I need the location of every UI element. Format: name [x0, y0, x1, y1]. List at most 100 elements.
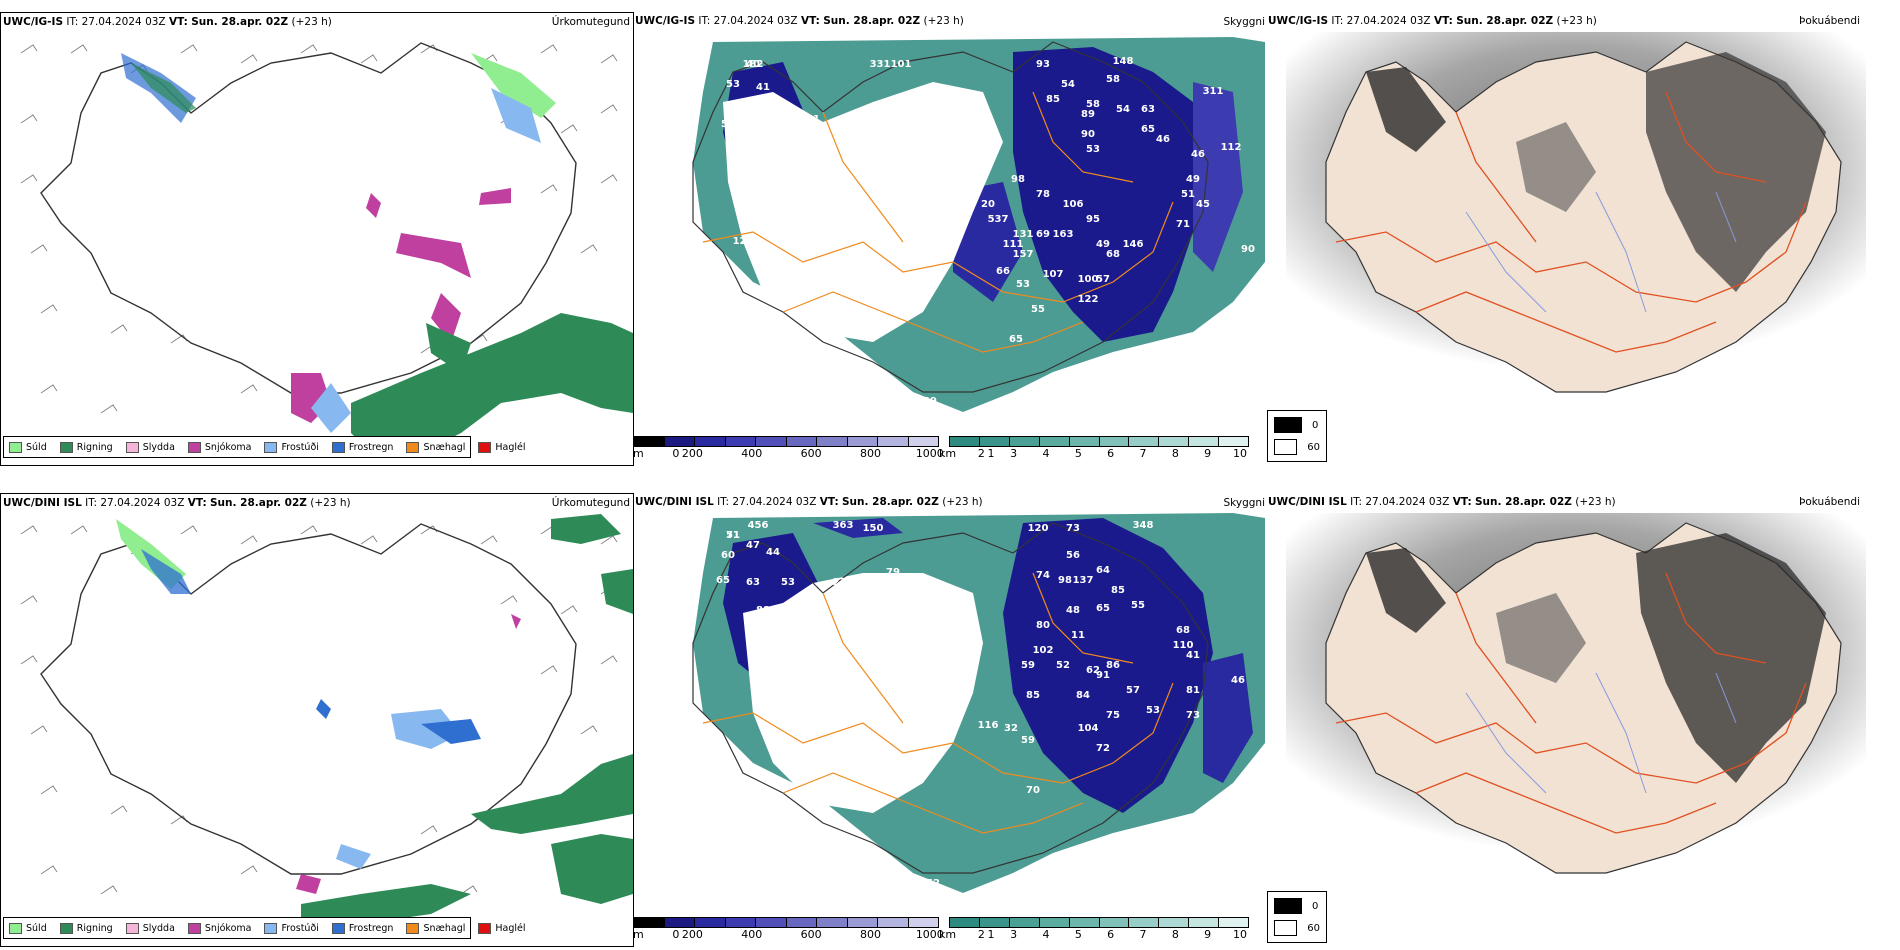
vis-swatch [1069, 918, 1100, 927]
cloud-base-label: 150 [863, 523, 884, 534]
base-swatch [908, 918, 938, 927]
legend-item-slydda: Slydda [125, 441, 175, 453]
cloud-base-label: 57 [721, 119, 735, 130]
vis-tick: 7 [1139, 928, 1147, 941]
legend-item-snjokoma: Snjókoma [187, 922, 251, 934]
vis-tick: 1 [987, 928, 995, 941]
cloud-base-label: 146 [1123, 239, 1144, 250]
base-tick: 400 [741, 928, 763, 941]
vis-tick: 10 [1233, 447, 1247, 460]
row2-fog-legend: 0 60 [1267, 891, 1327, 943]
legend-item-frostregn: Frostregn [331, 441, 393, 453]
legend-item-rigning: Rigning [59, 441, 113, 453]
cloud-base-label: 89 [1081, 109, 1095, 120]
base-swatch [725, 437, 756, 446]
cloud-base-label: 55 [1031, 304, 1045, 315]
cloud-base-label: 53 [1146, 705, 1160, 716]
cloud-base-label: 148 [1113, 56, 1134, 67]
vis-tick: 2 [977, 928, 985, 941]
vis-swatch [950, 918, 980, 927]
row2-cloud-header: UWC/DINI ISL IT: 27.04.2024 03Z VT: Sun.… [635, 496, 983, 508]
cloud-base-label: 51 [1181, 189, 1195, 200]
legend-item-frostudi: Frostúði [264, 441, 319, 453]
legend-item-rigning: Rigning [59, 922, 113, 934]
base-swatch [847, 437, 878, 446]
cloud-base-label: 64 [796, 640, 810, 651]
vis-tick: 9 [1204, 928, 1212, 941]
cloud-base-label: 116 [978, 720, 999, 731]
cloud-base-label: 90 [1081, 129, 1095, 140]
legend-item-slydda: Slydda [125, 922, 175, 934]
cloud-base-label: 53 [1016, 279, 1030, 290]
row2-fog-title: Þokuábendi [1799, 496, 1860, 508]
cloud-base-label: 100 [763, 670, 784, 681]
cloud-base-label: 80 [1036, 620, 1050, 631]
cloud-base-label: 75 [1106, 710, 1120, 721]
base-tick: 1000 [915, 447, 944, 460]
legend-item-frostregn: Frostregn [331, 922, 393, 934]
vis-swatch [1129, 918, 1160, 927]
cloud-base-label: 83 [866, 114, 880, 125]
cloud-base-label: 52 [926, 878, 940, 889]
cloud-base-label: 86 [1106, 660, 1120, 671]
base-tick: 800 [859, 928, 881, 941]
cloud-base-label: 66 [996, 266, 1010, 277]
cloud-base-label: 46 [1156, 134, 1170, 145]
cloud-base-label: 122 [1078, 294, 1099, 305]
base-swatch [756, 437, 787, 446]
cloud-base-label: 68 [811, 655, 825, 666]
base-swatch [725, 918, 756, 927]
legend-item-snaehagl: Snæhagl [406, 922, 465, 934]
cloud-base-label: 111 [1003, 239, 1024, 250]
cloud-base-label: 182 [743, 59, 764, 70]
cloud-base-label: 61 [806, 114, 820, 125]
cloud-base-label: 61 [806, 229, 820, 240]
legend-item-sudd: Súld [9, 922, 47, 934]
cloud-base-label: 104 [1078, 723, 1099, 734]
base-swatch [695, 437, 726, 446]
base-tick: 400 [741, 447, 763, 460]
cloud-base-label: 91 [1096, 670, 1110, 681]
cloud-base-label: 60 [791, 149, 805, 160]
cloud-base-label: 84 [1076, 690, 1090, 701]
row2-cloud-panel: UWC/DINI ISL IT: 27.04.2024 03Z VT: Sun.… [633, 493, 1265, 945]
row2-vis-colorbar: km 1 2 3 4 5 6 7 8 9 10 [939, 917, 1249, 942]
vis-swatch [1039, 437, 1070, 446]
vis-swatch [950, 437, 980, 446]
row1-fog-header: UWC/IG-IS IT: 27.04.2024 03Z VT: Sun. 28… [1268, 15, 1597, 27]
cloud-base-label: 79 [886, 567, 900, 578]
base-swatch [817, 437, 848, 446]
cloud-base-label: 60 [721, 550, 735, 561]
cloud-base-label: 53 [781, 577, 795, 588]
cloud-base-label: 33 [956, 179, 970, 190]
cloud-base-label: 57 [761, 635, 775, 646]
cloud-base-label: 56 [1066, 550, 1080, 561]
vis-tick: 5 [1074, 928, 1082, 941]
vis-swatch [1189, 437, 1220, 446]
vis-tick: 9 [1204, 447, 1212, 460]
cloud-base-label: 78 [766, 610, 780, 621]
vis-tick: 3 [1010, 447, 1018, 460]
row1-cloud-header: UWC/IG-IS IT: 27.04.2024 03Z VT: Sun. 28… [635, 15, 964, 27]
base-tick: 200 [681, 928, 703, 941]
cloud-base-label: 93 [1036, 59, 1050, 70]
cloud-base-label: 88 [756, 605, 770, 616]
row2-precip-map [20, 514, 633, 924]
base-tick: 1000 [915, 928, 944, 941]
row1-fog-legend: 0 60 [1267, 410, 1327, 462]
cloud-base-label: 58 [1086, 99, 1100, 110]
cloud-base-label: 69 [1036, 229, 1050, 240]
row1-precip-header: UWC/IG-IS IT: 27.04.2024 03Z VT: Sun. 28… [3, 16, 332, 28]
cloud-base-label: 64 [1096, 565, 1110, 576]
precip-legend: Súld Rigning Slydda Snjókoma Frostúði Fr… [3, 436, 526, 458]
legend-item-snjokoma: Snjókoma [187, 441, 251, 453]
cloud-base-label: 100 [1078, 274, 1099, 285]
cloud-base-label: 57 [1096, 274, 1110, 285]
cloud-base-label: 85 [1026, 690, 1040, 701]
cloud-base-label: 102 [1033, 645, 1054, 656]
cloud-base-label: 51 [726, 530, 740, 541]
vis-swatch [1219, 437, 1249, 446]
